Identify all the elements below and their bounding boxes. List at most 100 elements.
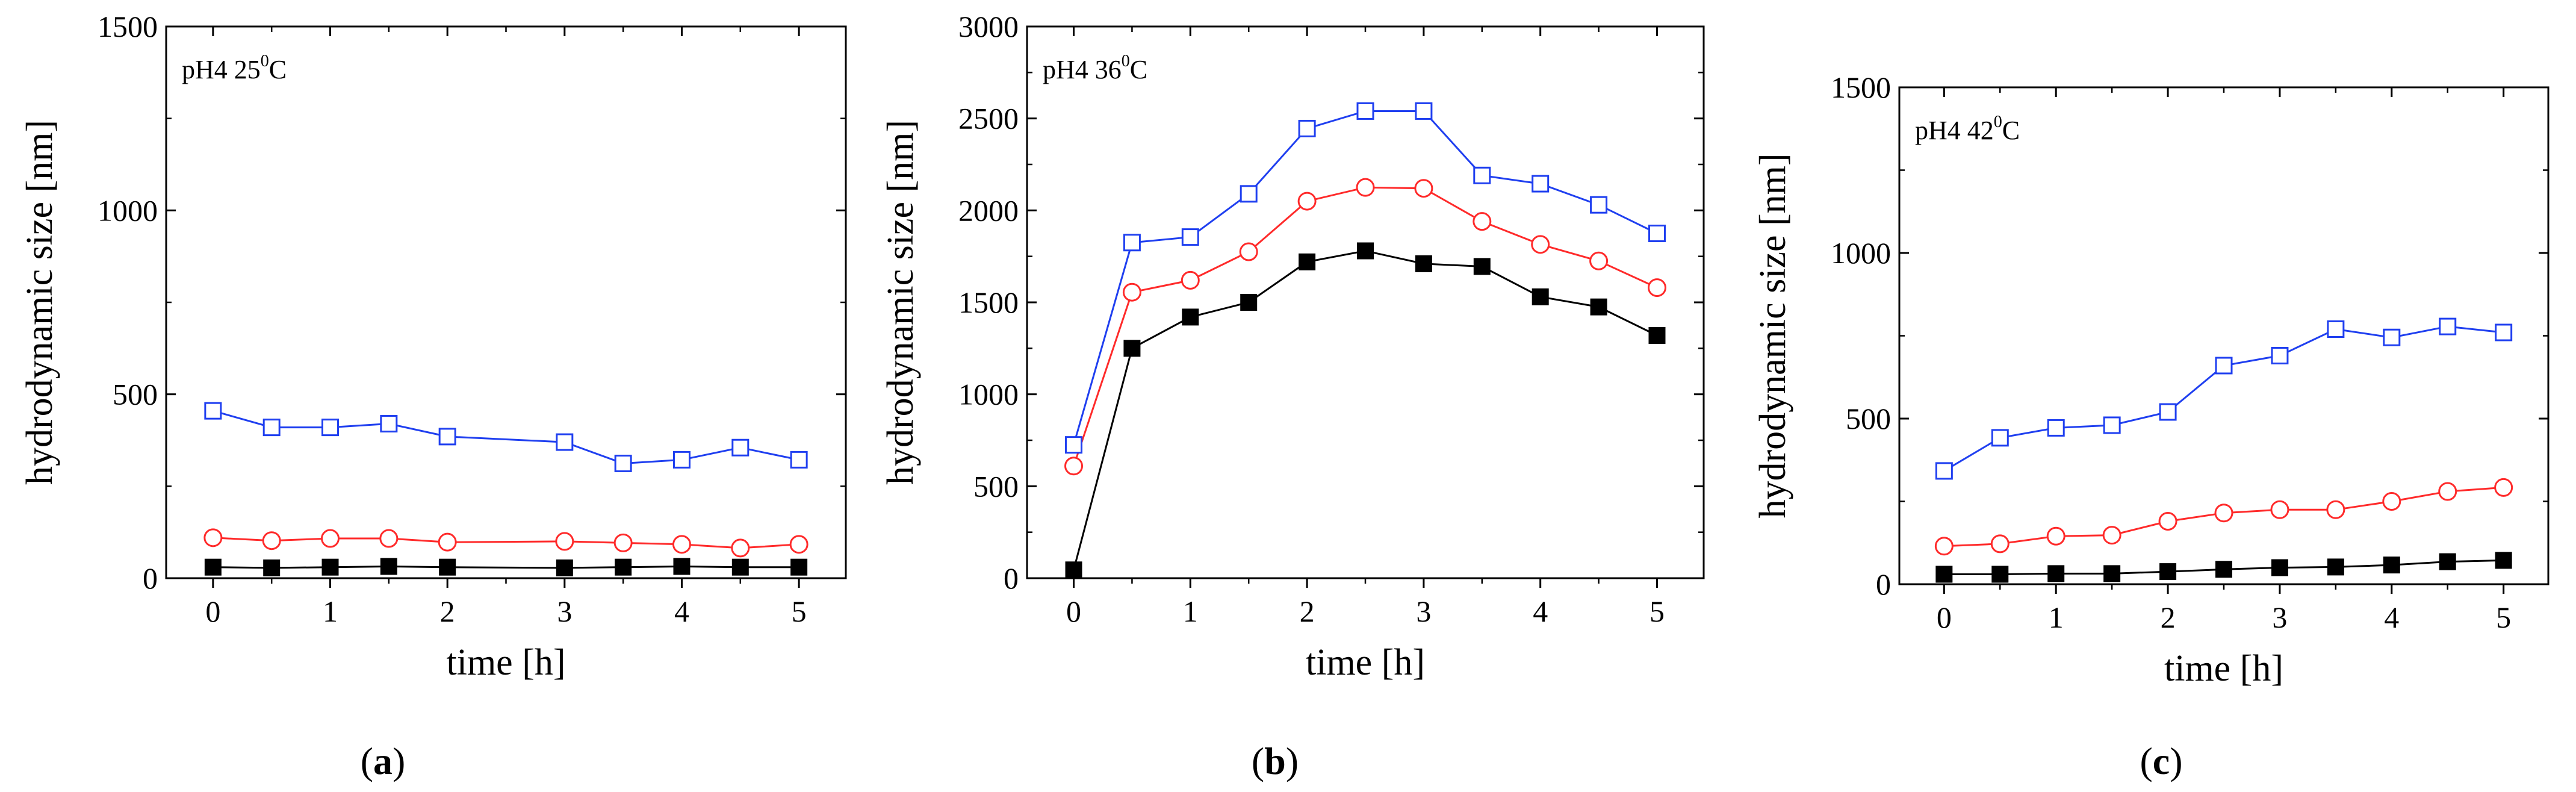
data-point xyxy=(1357,242,1374,260)
x-tick-label: 3 xyxy=(1416,594,1431,628)
series-line-0 xyxy=(1073,249,1658,570)
series-line-2 xyxy=(1073,110,1658,446)
data-point xyxy=(1590,196,1608,214)
panel-label: (c) xyxy=(2140,740,2182,782)
y-tick-label: 0 xyxy=(1876,567,1891,601)
x-tick-label: 2 xyxy=(2161,600,2176,634)
data-point xyxy=(1064,457,1084,476)
data-point xyxy=(438,532,457,552)
data-point xyxy=(2494,478,2513,497)
data-point xyxy=(2215,561,2232,578)
data-point xyxy=(2495,323,2513,341)
x-axis-title: time [h] xyxy=(447,642,566,683)
data-point xyxy=(1415,102,1433,120)
y-tick-label: 0 xyxy=(1004,561,1019,595)
data-point xyxy=(2270,500,2289,519)
data-point xyxy=(1648,225,1666,242)
data-point xyxy=(2271,347,2289,364)
data-point xyxy=(2382,492,2401,511)
y-axis-title: hydrodynamic size [nm] xyxy=(880,120,921,485)
x-tick-label: 4 xyxy=(674,594,689,628)
panel-label: (b) xyxy=(1252,740,1299,782)
x-tick-label: 1 xyxy=(2049,600,2064,634)
data-point xyxy=(1590,298,1607,316)
data-point xyxy=(613,533,633,552)
x-tick-label: 5 xyxy=(792,594,807,628)
data-point xyxy=(556,559,573,576)
x-axis-title: time [h] xyxy=(1306,642,1425,683)
data-point xyxy=(2158,512,2177,531)
data-point xyxy=(615,558,632,576)
y-tick-label: 3000 xyxy=(958,10,1019,43)
data-point xyxy=(2046,526,2065,546)
data-point xyxy=(1589,251,1609,270)
data-point xyxy=(1532,175,1550,193)
data-point xyxy=(2103,565,2121,582)
data-point xyxy=(1991,566,2009,583)
series-line-2 xyxy=(213,410,799,465)
data-point xyxy=(263,559,281,576)
condition-annotation: pH4 250C xyxy=(182,52,287,84)
x-tick-label: 0 xyxy=(205,594,220,628)
data-point xyxy=(1356,102,1374,120)
data-point xyxy=(1239,242,1258,261)
data-point xyxy=(673,558,691,575)
x-tick-label: 1 xyxy=(1183,594,1198,628)
data-point xyxy=(731,538,750,558)
panel-label: (a) xyxy=(361,740,406,782)
data-point xyxy=(1298,119,1316,137)
data-point xyxy=(731,558,749,576)
condition-annotation: pH4 420C xyxy=(1915,113,2020,145)
data-point xyxy=(556,433,574,451)
y-tick-label: 1500 xyxy=(98,10,158,43)
condition-annotation: pH4 360C xyxy=(1043,52,1147,84)
data-point xyxy=(1532,288,1549,305)
data-point xyxy=(2438,482,2457,501)
y-tick-label: 2000 xyxy=(958,193,1019,227)
y-tick-label: 0 xyxy=(143,561,158,595)
data-point xyxy=(1123,340,1141,357)
data-point xyxy=(1991,429,2009,447)
y-tick-label: 1000 xyxy=(1831,236,1891,270)
data-point xyxy=(380,558,397,575)
y-tick-label: 1500 xyxy=(1831,70,1891,104)
data-point xyxy=(1935,462,1953,480)
data-point xyxy=(1415,255,1432,272)
x-tick-label: 1 xyxy=(323,594,338,628)
data-point xyxy=(321,529,340,548)
y-tick-label: 500 xyxy=(973,469,1019,503)
data-point xyxy=(1935,566,1953,583)
y-axis-title: hydrodynamic size [nm] xyxy=(1752,153,1793,518)
data-point xyxy=(2327,558,2344,576)
data-point xyxy=(439,558,456,576)
data-point xyxy=(1473,212,1492,231)
data-point xyxy=(731,438,750,457)
data-point xyxy=(2214,504,2233,523)
data-point xyxy=(2439,317,2457,335)
data-point xyxy=(1934,537,1954,556)
data-point xyxy=(438,428,456,446)
x-axis-title: time [h] xyxy=(2164,648,2283,689)
data-point xyxy=(2439,553,2456,570)
data-point xyxy=(2327,320,2345,338)
data-point xyxy=(2047,565,2065,582)
x-tick-label: 4 xyxy=(2384,600,2399,634)
chart-panel-a: 0 500 1000 1500 0 1 2 3 4 5 time [h] hydrodynamic s… xyxy=(19,10,847,782)
data-point xyxy=(2326,500,2345,519)
data-point xyxy=(1990,534,2010,553)
data-point xyxy=(790,451,808,469)
y-tick-label: 500 xyxy=(1846,402,1891,435)
x-tick-label: 3 xyxy=(2272,600,2287,634)
data-point xyxy=(262,531,281,550)
plot-frame xyxy=(165,25,847,579)
series-line-1 xyxy=(1073,186,1658,467)
data-point xyxy=(1531,235,1550,254)
data-point xyxy=(204,558,222,576)
x-tick-label: 2 xyxy=(1300,594,1315,628)
y-tick-label: 1000 xyxy=(958,378,1019,411)
data-point xyxy=(1647,278,1666,298)
data-point xyxy=(790,558,808,576)
data-point xyxy=(1240,294,1258,311)
data-point xyxy=(1181,228,1199,246)
data-point xyxy=(1473,166,1491,184)
